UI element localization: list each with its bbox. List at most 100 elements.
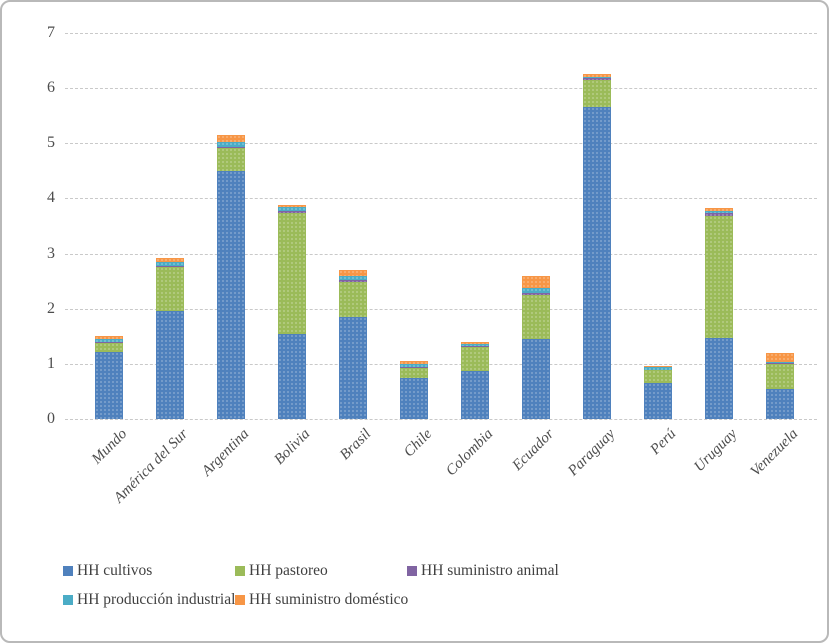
bar-segment (338, 282, 367, 317)
legend-swatch-icon (63, 595, 73, 605)
bar-segment (704, 213, 733, 216)
bar-segment (643, 369, 672, 371)
bar-segment (399, 363, 428, 368)
bar-segment (155, 265, 184, 268)
bar-segment (582, 79, 611, 108)
legend-item: HH suministro doméstico (235, 591, 409, 609)
legend-label: HH pastoreo (249, 562, 328, 579)
bar-segment (582, 76, 611, 78)
bar-segment (582, 107, 611, 419)
gridline-y-4 (65, 198, 817, 200)
bar-argentina (216, 135, 245, 419)
bar-segment (704, 208, 733, 211)
bar-segment (338, 280, 367, 283)
legend-item: HH cultivos (63, 562, 235, 580)
bar-segment (277, 207, 306, 212)
y-tick-label: 2 (47, 299, 55, 317)
bar-brasil (338, 270, 367, 419)
bar-segment (643, 370, 672, 383)
bar-segment (704, 210, 733, 214)
gridline-y-5 (65, 143, 817, 145)
bar-mundo (94, 336, 123, 419)
bar-segment (521, 339, 550, 419)
bar-segment (277, 205, 306, 208)
legend-item: HH producción industrial (63, 591, 235, 609)
bar-segment (765, 363, 794, 365)
y-tick-label: 6 (47, 79, 55, 97)
bar-segment (338, 316, 367, 419)
bar-segment (277, 213, 306, 334)
y-tick-label: 5 (47, 134, 55, 152)
bar-segment (94, 351, 123, 419)
bar-segment (338, 275, 367, 281)
bar-segment (765, 362, 794, 364)
bar-segment (704, 337, 733, 419)
bar-segment (277, 333, 306, 419)
bar-segment (582, 77, 611, 80)
bar-segment (521, 288, 550, 293)
bar-segment (94, 343, 123, 352)
gridline-y-7 (65, 33, 817, 34)
bar-segment (765, 352, 794, 363)
bar-segment (155, 267, 184, 312)
legend-swatch-icon (235, 595, 245, 605)
y-tick-label: 7 (47, 24, 55, 41)
y-tick-label: 0 (47, 410, 55, 427)
legend-swatch-icon (407, 566, 417, 576)
legend-item: HH suministro animal (407, 562, 793, 580)
bar-uruguay (704, 208, 733, 419)
bar-segment (338, 270, 367, 276)
bar-bolivia (277, 205, 306, 419)
bar-am-rica-del-sur (155, 258, 184, 419)
bar-segment (643, 382, 672, 419)
bar-segment (216, 135, 245, 143)
legend-label: HH suministro doméstico (249, 591, 409, 608)
gridline-y-6 (65, 88, 817, 90)
bar-venezuela (765, 352, 794, 419)
bar-segment (94, 339, 123, 343)
legend-label: HH producción industrial (77, 591, 236, 608)
bar-segment (521, 292, 550, 295)
bar-segment (94, 336, 123, 340)
bar-segment (521, 294, 550, 340)
legend-item: HH pastoreo (235, 562, 407, 580)
bar-segment (94, 342, 123, 344)
bar-segment (521, 275, 550, 289)
bar-segment (460, 344, 489, 347)
bar-segment (155, 311, 184, 419)
gridline-y-1 (65, 363, 817, 365)
legend-label: HH cultivos (77, 562, 153, 579)
bar-segment (582, 74, 611, 77)
bar-segment (216, 170, 245, 419)
bar-colombia (460, 342, 489, 419)
bar-per- (643, 365, 672, 419)
bar-segment (460, 371, 489, 419)
bar-segment (765, 389, 794, 419)
y-tick-label: 4 (47, 189, 55, 207)
legend-label: HH suministro animal (421, 562, 559, 579)
bar-paraguay (582, 74, 611, 419)
gridline-y-3 (65, 253, 817, 255)
bar-segment (643, 367, 672, 370)
legend-swatch-icon (63, 566, 73, 576)
bar-chile (399, 361, 428, 419)
y-tick-label: 1 (47, 354, 55, 372)
bar-segment (460, 346, 489, 347)
gridline-y-0 (65, 419, 817, 420)
bar-segment (399, 361, 428, 364)
bar-segment (277, 211, 306, 214)
bar-segment (643, 365, 672, 368)
bar-ecuador (521, 275, 550, 419)
bar-segment (460, 346, 489, 372)
bar-segment (216, 142, 245, 147)
bar-segment (399, 377, 428, 419)
bar-segment (216, 147, 245, 171)
bar-segment (155, 262, 184, 266)
legend-swatch-icon (235, 566, 245, 576)
bar-segment (765, 364, 794, 390)
bar-segment (155, 258, 184, 263)
bar-segment (216, 146, 245, 148)
bar-segment (460, 342, 489, 345)
